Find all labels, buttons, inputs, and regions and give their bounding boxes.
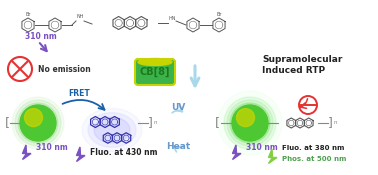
Circle shape xyxy=(20,105,56,141)
Text: NH: NH xyxy=(76,14,84,19)
Text: Supramolecular
Induced RTP: Supramolecular Induced RTP xyxy=(262,55,342,75)
Text: n: n xyxy=(153,121,156,125)
Polygon shape xyxy=(230,103,270,143)
Text: No emission: No emission xyxy=(38,65,91,74)
Circle shape xyxy=(15,100,61,146)
Circle shape xyxy=(227,100,273,146)
Polygon shape xyxy=(232,145,241,159)
Circle shape xyxy=(224,97,276,149)
Ellipse shape xyxy=(138,58,172,65)
Text: HN: HN xyxy=(168,16,176,21)
Text: UV: UV xyxy=(171,103,185,112)
Text: FRET: FRET xyxy=(68,89,90,98)
Polygon shape xyxy=(224,97,276,149)
Text: CB[8]: CB[8] xyxy=(140,67,170,77)
Text: 310 nm: 310 nm xyxy=(246,143,278,152)
Text: Phos. at 500 nm: Phos. at 500 nm xyxy=(282,156,346,162)
Text: n: n xyxy=(333,121,336,125)
Text: Fluo. at 380 nm: Fluo. at 380 nm xyxy=(282,145,344,151)
Text: Br: Br xyxy=(25,12,31,17)
Text: [: [ xyxy=(5,117,10,130)
Polygon shape xyxy=(218,91,282,155)
Text: Heat: Heat xyxy=(166,142,190,151)
Polygon shape xyxy=(82,108,142,152)
Circle shape xyxy=(25,109,42,127)
Text: Br: Br xyxy=(216,12,222,17)
Circle shape xyxy=(232,105,268,141)
Text: 310 nm: 310 nm xyxy=(36,143,68,152)
Text: ]: ] xyxy=(148,117,153,130)
Circle shape xyxy=(12,97,64,149)
Text: 310 nm: 310 nm xyxy=(25,32,57,41)
FancyBboxPatch shape xyxy=(135,59,175,85)
Text: ]: ] xyxy=(328,117,333,130)
Text: Fluo. at 430 nm: Fluo. at 430 nm xyxy=(90,148,158,157)
Circle shape xyxy=(230,103,270,143)
Text: [: [ xyxy=(215,117,220,130)
Polygon shape xyxy=(268,149,277,163)
Circle shape xyxy=(237,109,254,127)
Polygon shape xyxy=(94,117,130,143)
Circle shape xyxy=(18,103,58,143)
Polygon shape xyxy=(76,147,85,162)
Polygon shape xyxy=(88,113,136,147)
Polygon shape xyxy=(23,145,31,159)
